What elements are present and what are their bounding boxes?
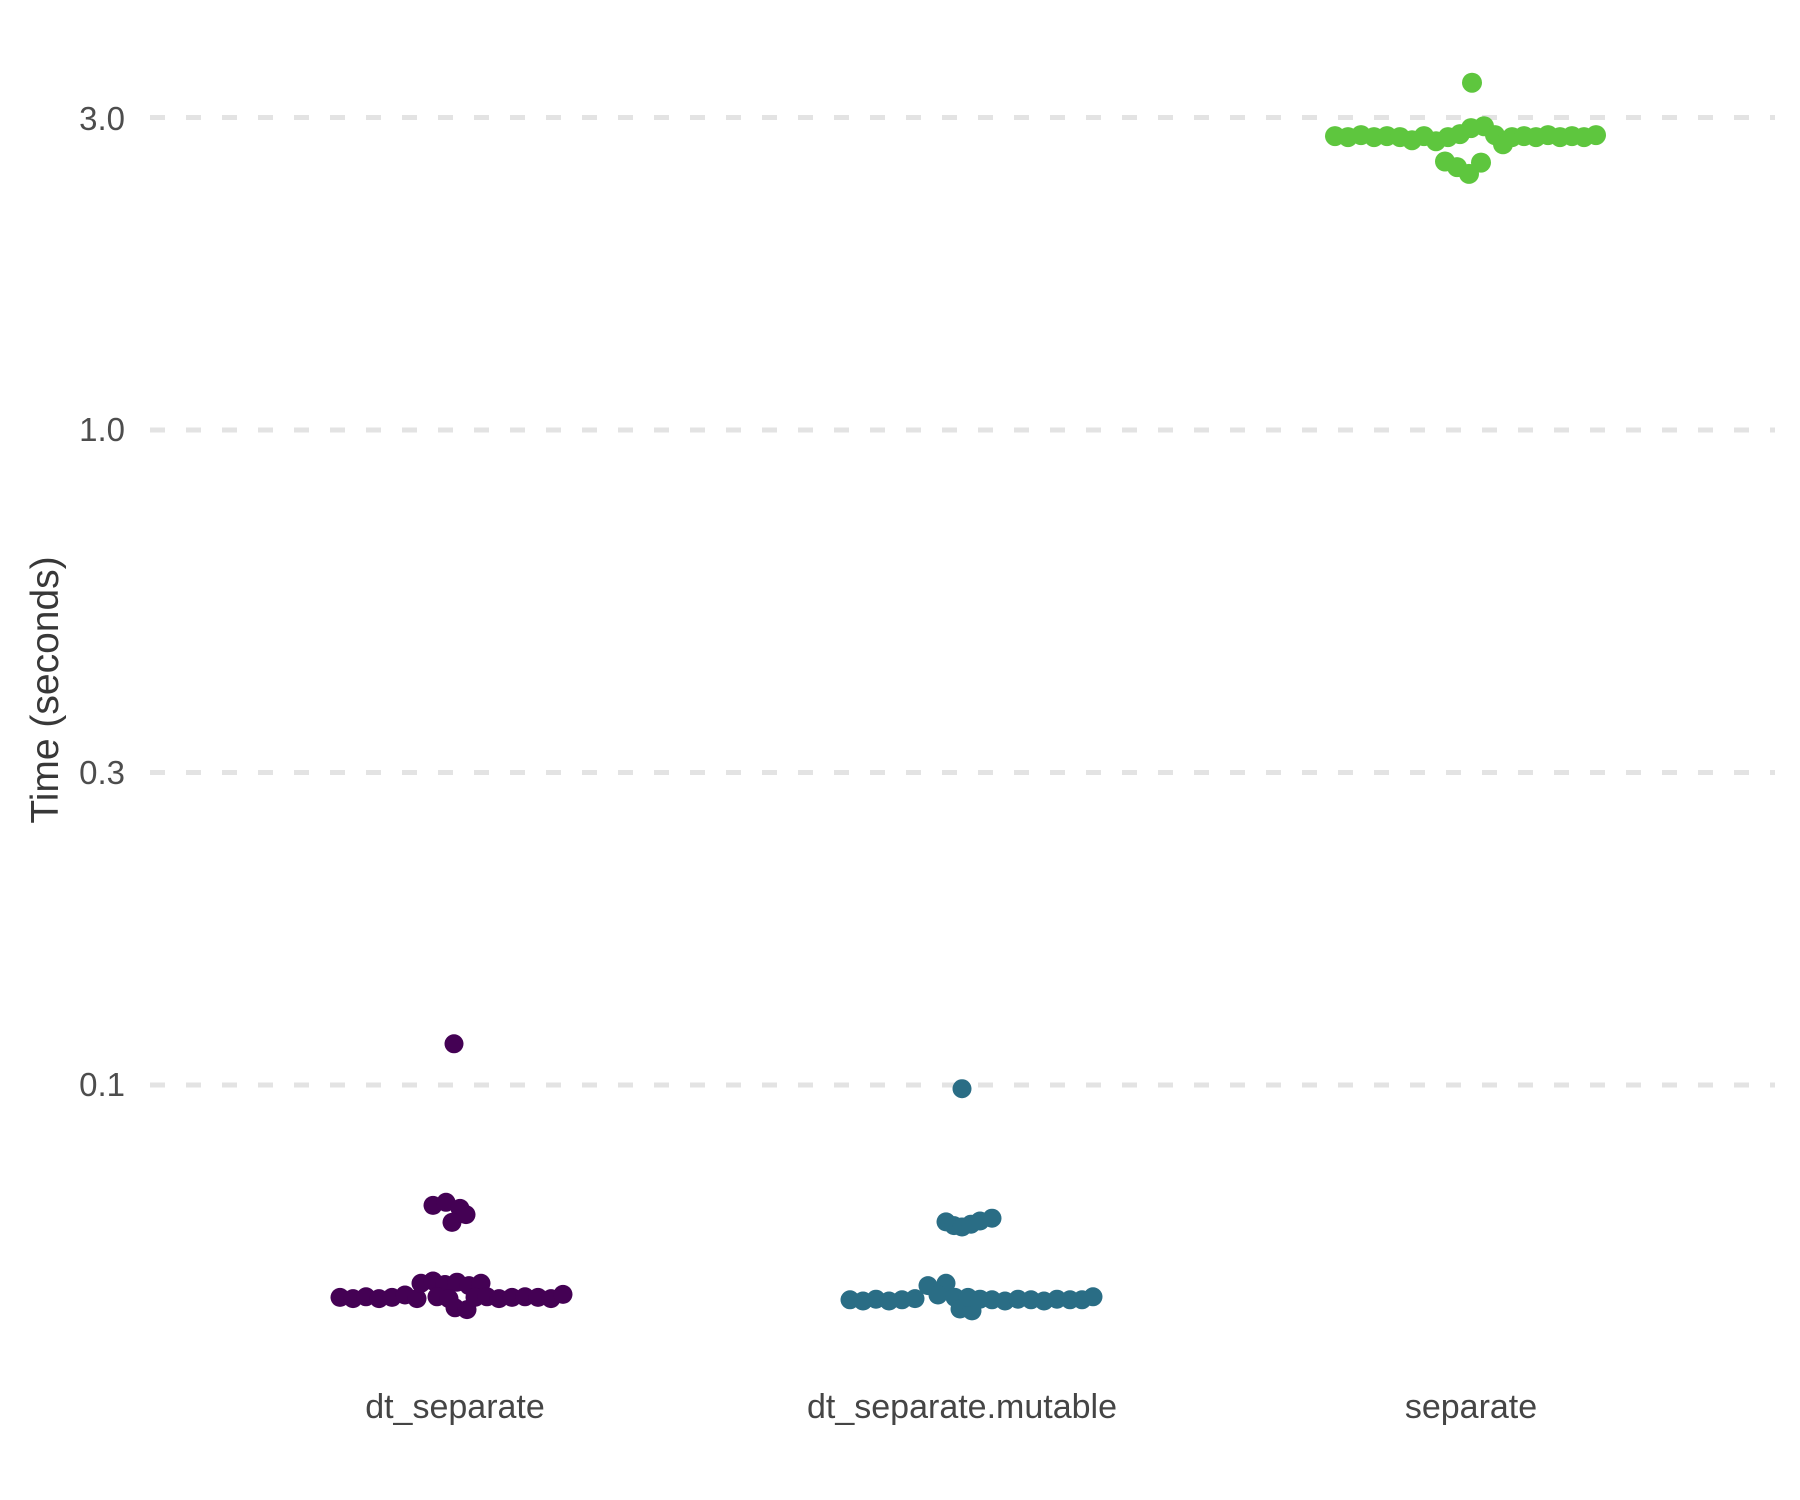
data-point-dt_separate.mutable bbox=[1083, 1287, 1103, 1307]
data-point-dt_separate.mutable bbox=[952, 1079, 972, 1099]
data-point-dt_separate.mutable bbox=[928, 1285, 948, 1305]
data-point-dt_separate bbox=[442, 1212, 462, 1232]
x-category-label-dt_separate-mutable: dt_separate.mutable bbox=[807, 1388, 1117, 1426]
y-axis-title: Time (seconds) bbox=[24, 556, 67, 824]
data-point-dt_separate bbox=[553, 1284, 573, 1304]
data-point-separate bbox=[1586, 125, 1606, 146]
series-dt_separate bbox=[330, 1034, 573, 1320]
series-separate bbox=[1325, 72, 1606, 184]
y-tick-label-0.3: 0.3 bbox=[79, 754, 125, 791]
data-point-dt_separate bbox=[444, 1034, 464, 1054]
x-category-label-dt_separate: dt_separate bbox=[365, 1388, 545, 1426]
data-point-dt_separate.mutable bbox=[905, 1289, 925, 1309]
x-category-label-separate: separate bbox=[1404, 1388, 1538, 1426]
data-point-separate bbox=[1471, 152, 1491, 173]
data-point-separate bbox=[1462, 72, 1482, 93]
y-tick-label-0.1: 0.1 bbox=[79, 1066, 125, 1103]
data-point-dt_separate bbox=[407, 1289, 427, 1309]
series-dt_separate.mutable bbox=[840, 1079, 1103, 1321]
y-tick-label-3.0: 3.0 bbox=[79, 100, 125, 137]
data-point-dt_separate bbox=[456, 1205, 476, 1225]
data-point-dt_separate.mutable bbox=[982, 1208, 1002, 1228]
y-tick-label-1.0: 1.0 bbox=[79, 411, 125, 448]
